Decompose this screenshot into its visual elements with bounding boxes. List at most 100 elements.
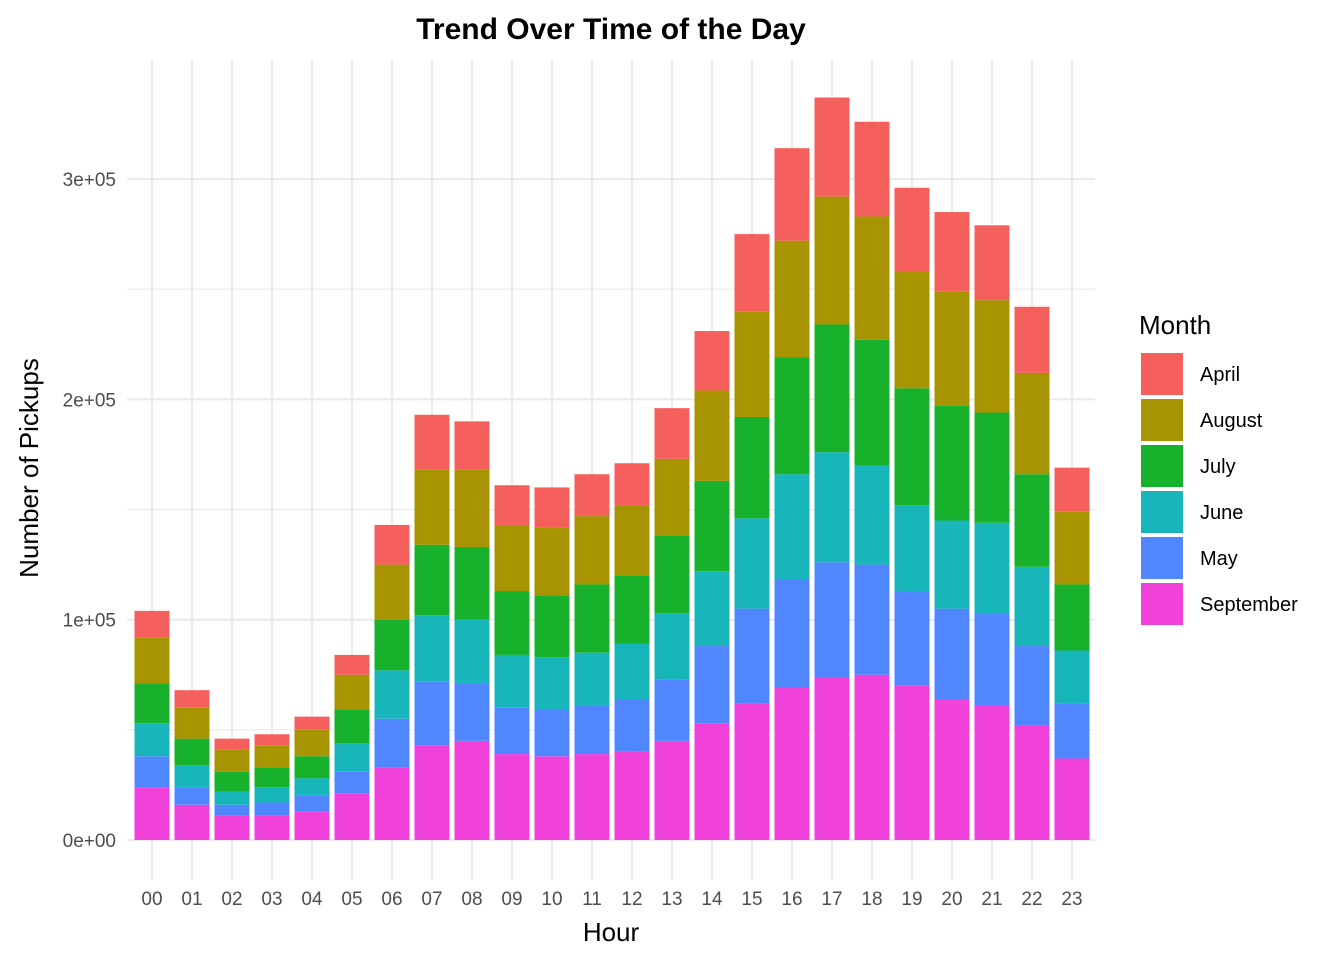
bar-segment-july-15 xyxy=(734,416,770,519)
x-tick-label: 08 xyxy=(461,889,482,910)
bar-segment-july-18 xyxy=(854,339,890,466)
bar-segment-july-20 xyxy=(934,405,970,521)
bar-segment-april-01 xyxy=(174,690,210,708)
bar-segment-august-19 xyxy=(894,271,930,389)
legend-key-may xyxy=(1141,537,1183,579)
x-tick-label: 09 xyxy=(501,889,522,910)
bar-segment-august-02 xyxy=(214,749,250,772)
bar-segment-may-14 xyxy=(694,646,730,724)
bar-segment-july-19 xyxy=(894,388,930,506)
bar-segment-july-01 xyxy=(174,738,210,766)
bar-segment-may-06 xyxy=(374,718,410,768)
bar-segment-august-15 xyxy=(734,311,770,417)
bar-segment-july-14 xyxy=(694,480,730,572)
bar-segment-april-05 xyxy=(334,654,370,675)
bar-segment-may-09 xyxy=(494,707,530,755)
bar-segment-july-05 xyxy=(334,710,370,744)
bar-segment-june-00 xyxy=(134,723,170,757)
bar-segment-may-00 xyxy=(134,756,170,788)
legend: Month April August July June May September xyxy=(1139,310,1298,625)
bar-segment-april-18 xyxy=(854,121,890,217)
bar-segment-september-00 xyxy=(134,787,170,840)
bar-segment-september-06 xyxy=(374,767,410,840)
bar-segment-july-13 xyxy=(654,535,690,614)
bar-segment-september-13 xyxy=(654,740,690,840)
bar-segment-june-20 xyxy=(934,520,970,609)
bar-segment-september-07 xyxy=(414,745,450,840)
bar-segment-july-03 xyxy=(254,767,290,788)
bar-segment-august-07 xyxy=(414,469,450,545)
bar-segment-july-09 xyxy=(494,591,530,655)
bar-segment-september-19 xyxy=(894,685,930,840)
bar-segment-april-06 xyxy=(374,524,410,565)
bar-segment-september-14 xyxy=(694,723,730,840)
bar-segment-april-20 xyxy=(934,212,970,292)
x-axis-ticks: 00 01 02 03 04 05 06 07 08 09 10 11 12 13 14 15 16 17 18 19… xyxy=(141,889,1082,910)
bar-segment-april-19 xyxy=(894,187,930,272)
y-tick-label: 0e+00 xyxy=(63,831,116,852)
x-tick-label: 11 xyxy=(582,889,602,910)
y-axis-ticks: 0e+00 1e+05 2e+05 3e+05 xyxy=(63,170,116,852)
bar-segment-august-03 xyxy=(254,745,290,768)
x-tick-label: 05 xyxy=(341,889,362,910)
bars xyxy=(134,97,1090,840)
bar-segment-september-02 xyxy=(214,815,250,840)
bar-segment-july-23 xyxy=(1054,584,1090,651)
legend-key-august xyxy=(1141,399,1183,441)
bar-segment-april-22 xyxy=(1014,306,1050,373)
bar-segment-september-17 xyxy=(814,676,850,840)
bar-segment-june-19 xyxy=(894,505,930,592)
bar-segment-july-17 xyxy=(814,324,850,453)
bar-segment-september-12 xyxy=(614,751,650,840)
bar-segment-august-01 xyxy=(174,707,210,739)
bar-segment-june-15 xyxy=(734,518,770,609)
x-tick-label: 10 xyxy=(541,889,562,910)
bar-segment-april-14 xyxy=(694,331,730,391)
legend-label-september: September xyxy=(1200,594,1298,616)
x-tick-label: 23 xyxy=(1061,889,1082,910)
y-axis-title: Number of Pickups xyxy=(14,358,44,578)
bar-segment-july-07 xyxy=(414,544,450,616)
x-tick-label: 07 xyxy=(421,889,442,910)
bar-segment-may-23 xyxy=(1054,703,1090,759)
bar-segment-april-03 xyxy=(254,734,290,746)
bar-segment-june-01 xyxy=(174,765,210,788)
bar-segment-april-23 xyxy=(1054,467,1090,512)
bar-segment-june-16 xyxy=(774,474,810,581)
bar-segment-may-13 xyxy=(654,679,690,741)
bar-segment-august-16 xyxy=(774,240,810,358)
legend-key-june xyxy=(1141,491,1183,533)
bar-segment-september-21 xyxy=(974,705,1010,840)
bar-segment-july-08 xyxy=(454,546,490,620)
bar-segment-april-10 xyxy=(534,487,570,528)
bar-segment-july-11 xyxy=(574,584,610,653)
x-tick-label: 06 xyxy=(381,889,402,910)
bar-segment-april-21 xyxy=(974,225,1010,301)
x-tick-label: 18 xyxy=(861,889,882,910)
x-tick-label: 04 xyxy=(301,889,323,910)
bar-segment-september-15 xyxy=(734,703,770,840)
bar-segment-april-13 xyxy=(654,408,690,459)
bar-segment-august-17 xyxy=(814,196,850,325)
x-tick-label: 12 xyxy=(621,889,642,910)
bar-segment-august-08 xyxy=(454,469,490,547)
bar-segment-august-09 xyxy=(494,524,530,592)
bar-segment-september-09 xyxy=(494,754,530,840)
x-tick-label: 13 xyxy=(661,889,682,910)
legend-label-june: June xyxy=(1200,502,1243,524)
bar-segment-may-17 xyxy=(814,562,850,677)
bar-segment-july-04 xyxy=(294,756,330,779)
chart-title: Trend Over Time of the Day xyxy=(416,13,806,46)
legend-key-july xyxy=(1141,445,1183,487)
bar-segment-august-05 xyxy=(334,674,370,711)
bar-segment-may-02 xyxy=(214,804,250,816)
bar-segment-june-23 xyxy=(1054,650,1090,704)
bar-segment-august-22 xyxy=(1014,372,1050,475)
legend-key-april xyxy=(1141,353,1183,395)
bar-segment-june-11 xyxy=(574,652,610,706)
bar-segment-june-22 xyxy=(1014,566,1050,647)
bar-segment-april-07 xyxy=(414,414,450,470)
bar-segment-september-22 xyxy=(1014,725,1050,840)
bar-segment-may-19 xyxy=(894,591,930,686)
